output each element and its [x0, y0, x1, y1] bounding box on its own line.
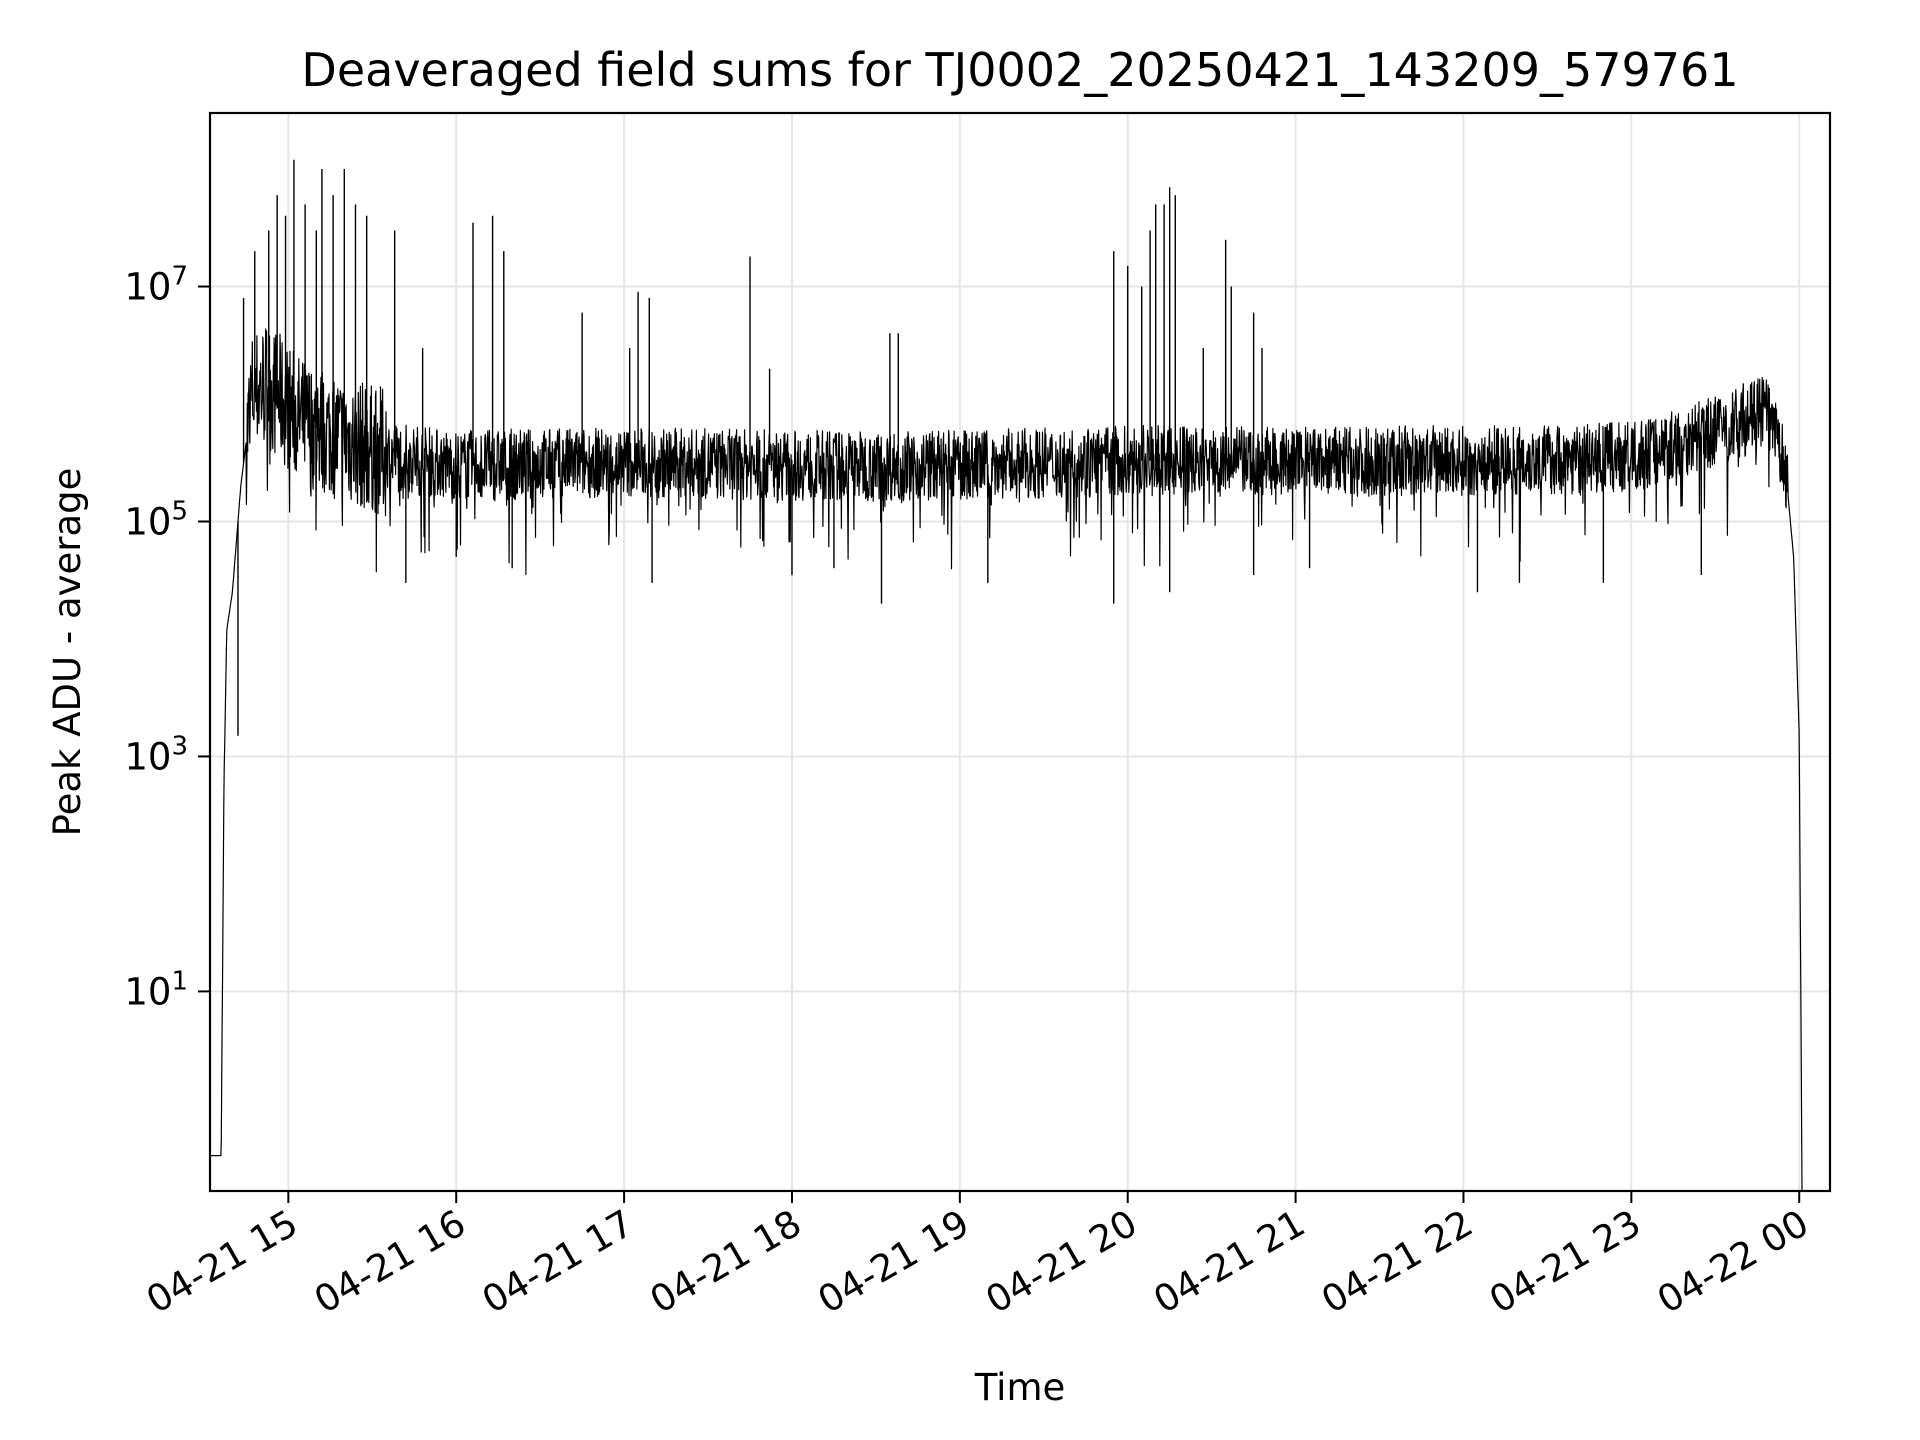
data-series [209, 159, 1803, 1192]
x-tick-label: 04-21 18 [643, 1202, 809, 1322]
y-tick-label: 107 [124, 262, 188, 309]
x-tick-label: 04-21 20 [979, 1202, 1145, 1322]
y-tick-label: 101 [124, 966, 188, 1013]
y-tick-label: 105 [124, 496, 188, 543]
grid [210, 113, 1830, 1191]
x-tick-label: 04-21 22 [1314, 1202, 1480, 1322]
y-axis-ticks: 101 103 105 107 [124, 262, 210, 1013]
chart-title: Deaveraged field sums for TJ0002_2025042… [301, 43, 1738, 97]
y-tick-label: 103 [124, 731, 188, 778]
x-tick-label: 04-21 21 [1147, 1202, 1313, 1322]
x-axis-ticks: 04-21 15 04-21 16 04-21 17 04-21 18 04-21 19… [139, 1191, 1816, 1322]
plot-frame [208, 111, 1832, 1193]
x-tick-label: 04-21 23 [1482, 1202, 1648, 1322]
x-tick-label: 04-21 15 [139, 1202, 305, 1322]
x-tick-label: 04-21 19 [811, 1202, 977, 1322]
y-axis-label: Peak ADU - average [46, 468, 89, 837]
series-line [209, 328, 1803, 1192]
x-tick-label: 04-21 17 [475, 1202, 641, 1322]
x-tick-label: 04-21 16 [307, 1202, 473, 1322]
x-axis-label: Time [974, 1366, 1066, 1409]
x-tick-label: 04-22 00 [1650, 1202, 1816, 1322]
